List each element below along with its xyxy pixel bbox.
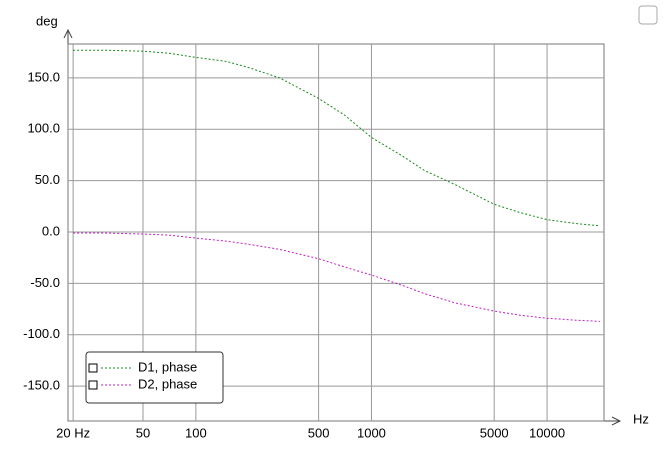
x-tick-label: 100 (185, 425, 207, 440)
series-line (73, 232, 600, 322)
y-tick-label: -100.0 (23, 326, 60, 341)
y-axis-label: deg (36, 13, 58, 28)
y-tick-label: 150.0 (27, 69, 60, 84)
legend-checkbox (88, 363, 98, 373)
x-tick-label: 10000 (529, 425, 565, 440)
x-tick-label: 5000 (480, 425, 509, 440)
y-tick-label: -150.0 (23, 378, 60, 393)
y-tick-label: 0.0 (42, 223, 60, 238)
legend-checkbox (88, 380, 98, 390)
checkbox[interactable] (638, 5, 658, 25)
y-tick-label: 50.0 (35, 172, 60, 187)
x-tick-label: 50 (136, 425, 150, 440)
series-line (73, 49, 600, 227)
x-tick-label: 1000 (357, 425, 386, 440)
y-tick-label: 100.0 (27, 121, 60, 136)
x-tick-label: 500 (308, 425, 330, 440)
y-tick-label: -50.0 (30, 275, 60, 290)
legend-label: D1, phase (138, 359, 197, 374)
legend-box (85, 351, 224, 404)
x-axis-label: Hz (633, 411, 649, 426)
x-arrow (611, 416, 622, 426)
plot-frame (67, 43, 605, 422)
y-arrow (63, 28, 73, 39)
x-tick-label: 20 Hz (56, 425, 90, 440)
legend-label: D2, phase (138, 376, 197, 391)
